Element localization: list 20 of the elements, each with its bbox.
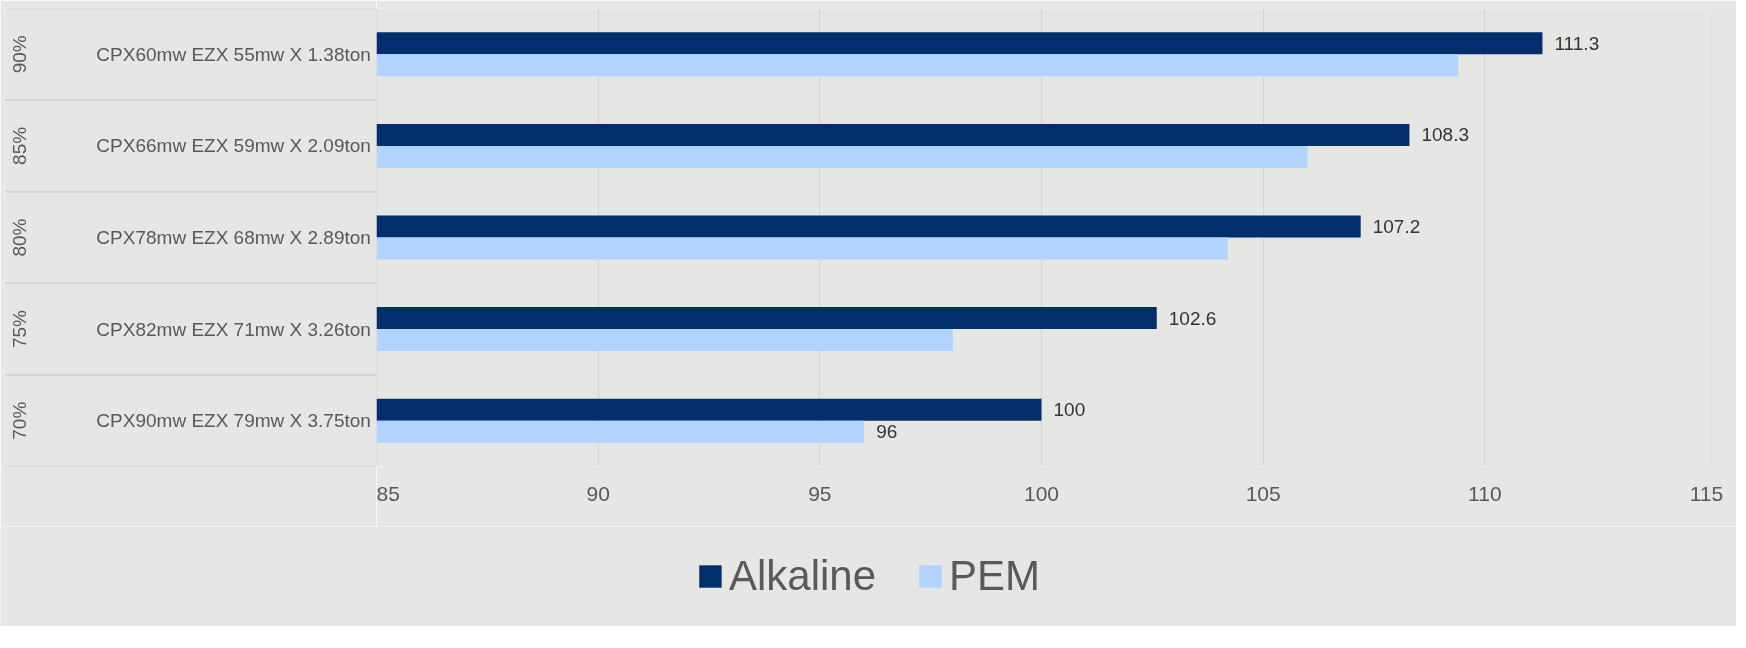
x-tick-label: 105	[1245, 481, 1281, 505]
category-label: 70% CPX90mw EZX 79mw X 3.75ton	[8, 401, 371, 440]
x-tick-label: 110	[1468, 481, 1502, 505]
x-tick-label: 100	[1023, 481, 1060, 505]
data-label: 102.6	[1168, 307, 1217, 329]
data-label: 111.3	[1554, 32, 1600, 54]
category-label: 85% CPX66mw EZX 59mw X 2.09ton	[8, 126, 371, 165]
data-label: 107.2	[1372, 216, 1421, 238]
category-label: 90% CPX60mw EZX 55mw X 1.38ton	[8, 35, 371, 74]
category-label: 80% CPX78mw EZX 68mw X 2.89ton	[8, 218, 371, 257]
category-label: 75% CPX82mw EZX 71mw X 3.26ton	[8, 310, 371, 349]
legend-label: PEM	[949, 552, 1041, 600]
legend-label: Alkaline	[728, 552, 877, 600]
data-label: 100	[1053, 399, 1086, 421]
data-label: 108.3	[1421, 124, 1470, 146]
x-tick-label: 115	[1689, 481, 1724, 505]
data-label: 96	[876, 421, 898, 443]
x-tick-label: 95	[808, 481, 832, 505]
x-tick-label: 85	[376, 481, 400, 505]
x-tick-label: 90	[586, 481, 610, 505]
